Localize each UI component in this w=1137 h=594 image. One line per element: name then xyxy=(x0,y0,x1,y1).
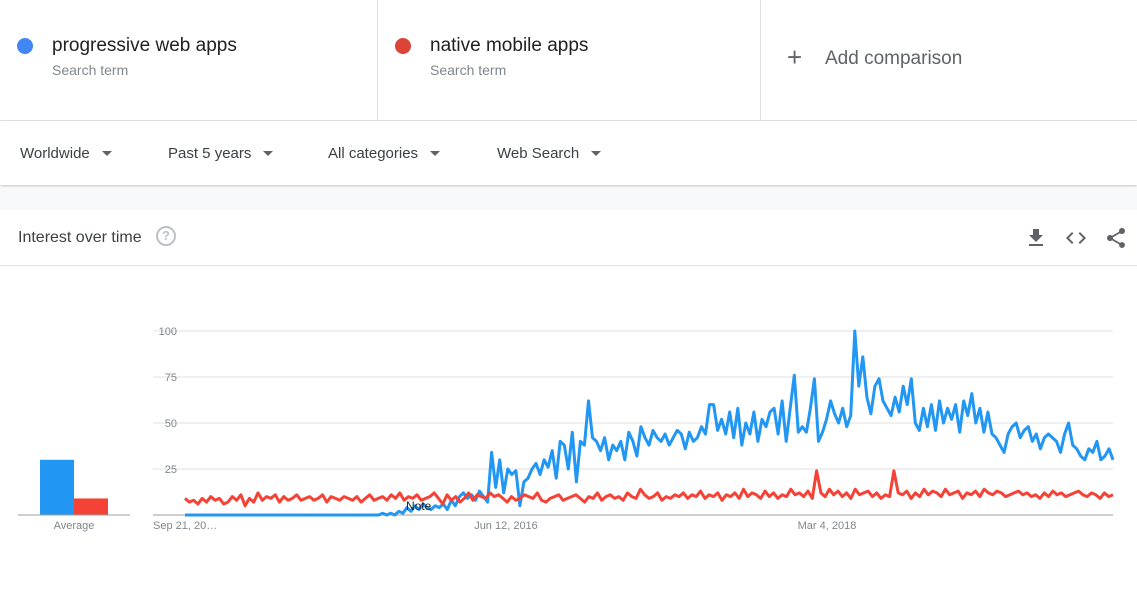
region-label: Worldwide xyxy=(20,145,90,162)
search-type-dropdown[interactable]: Web Search xyxy=(497,145,602,162)
average-label: Average xyxy=(54,520,95,532)
x-tick-label: Sep 21, 20… xyxy=(153,520,217,532)
series-line-progressive-web-apps[interactable] xyxy=(185,329,1115,517)
term-color-dot xyxy=(395,38,411,54)
download-icon[interactable] xyxy=(1024,226,1048,250)
series-line-native-mobile-apps[interactable] xyxy=(184,469,1114,508)
embed-icon[interactable] xyxy=(1064,226,1088,250)
interest-over-time-chart: 25 50 75 100 Sep 21, 20… Jun 12, 2016 Mar 4, 2… xyxy=(18,326,1115,532)
caret-down-icon xyxy=(430,151,441,156)
help-icon[interactable]: ? xyxy=(156,226,176,246)
term-name[interactable]: native mobile apps xyxy=(430,35,589,56)
section-gap xyxy=(0,187,1137,210)
chart-grid xyxy=(153,330,1113,516)
y-tick-label: 75 xyxy=(165,372,177,384)
region-dropdown[interactable]: Worldwide xyxy=(20,145,112,162)
y-tick-label: 50 xyxy=(165,418,177,430)
term-type: Search term xyxy=(52,62,129,78)
filter-bar: Worldwide Past 5 years All categories We… xyxy=(0,121,1137,185)
plus-icon: + xyxy=(787,42,803,72)
caret-down-icon xyxy=(101,151,112,156)
note-annotation[interactable]: Note xyxy=(406,499,432,513)
terms-bar: progressive web apps Search term native … xyxy=(0,0,1137,121)
x-tick-label: Mar 4, 2018 xyxy=(798,520,857,532)
period-dropdown[interactable]: Past 5 years xyxy=(168,145,274,162)
average-bar xyxy=(74,498,108,515)
period-label: Past 5 years xyxy=(168,145,252,162)
add-comparison-label: Add comparison xyxy=(825,48,963,69)
term-card-1[interactable]: progressive web apps Search term xyxy=(0,0,378,120)
term-name[interactable]: progressive web apps xyxy=(52,35,237,56)
x-tick-label: Jun 12, 2016 xyxy=(474,520,538,532)
average-bar xyxy=(40,459,74,515)
share-icon[interactable] xyxy=(1104,226,1128,250)
widget-title: Interest over time xyxy=(18,229,142,246)
term-type: Search term xyxy=(430,62,507,78)
chart-lines xyxy=(184,329,1115,517)
widget-header: Interest over time ? xyxy=(0,210,1137,266)
add-comparison-button[interactable]: + Add comparison xyxy=(761,0,1137,120)
term-card-2[interactable]: native mobile apps Search term xyxy=(378,0,761,120)
caret-down-icon xyxy=(263,151,274,156)
chart-labels: 25 50 75 100 Sep 21, 20… Jun 12, 2016 Mar 4, 2… xyxy=(54,326,857,532)
search-type-label: Web Search xyxy=(497,145,580,162)
category-dropdown[interactable]: All categories xyxy=(328,145,441,162)
average-bars xyxy=(18,459,130,516)
caret-down-icon xyxy=(591,151,602,156)
category-label: All categories xyxy=(328,145,419,162)
y-tick-label: 100 xyxy=(159,326,177,338)
y-tick-label: 25 xyxy=(165,464,177,476)
term-color-dot xyxy=(17,38,33,54)
